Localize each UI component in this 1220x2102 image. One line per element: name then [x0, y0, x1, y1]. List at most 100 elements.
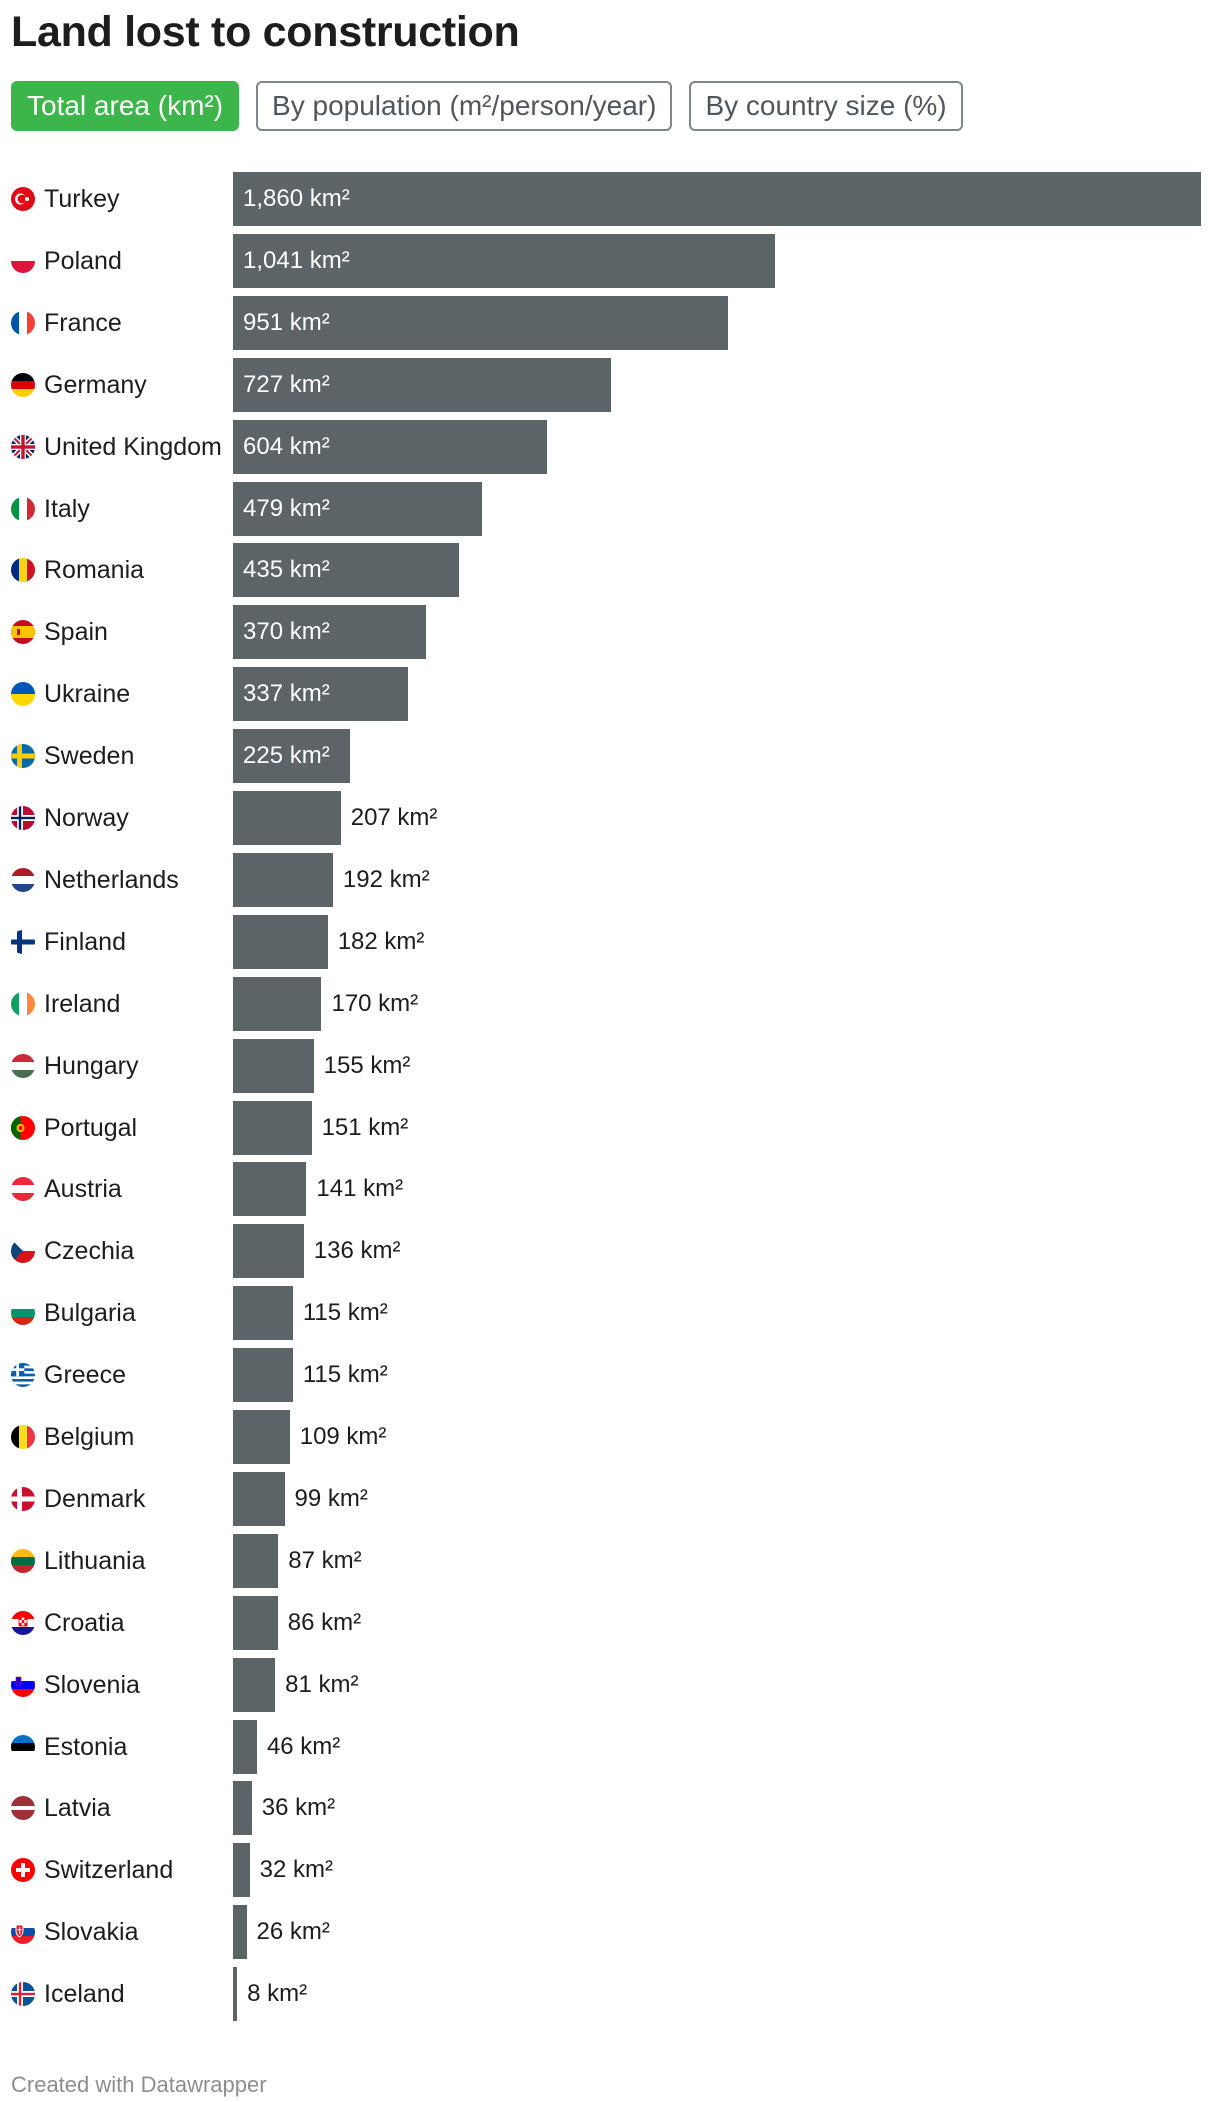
bar-row: Finland 182 km²: [0, 914, 1220, 969]
category-label: Greece: [44, 1361, 126, 1390]
united-kingdom-flag-icon: [11, 434, 35, 459]
value-label: 36 km²: [261, 1794, 336, 1822]
value-label: 99 km²: [294, 1484, 368, 1512]
bar: [233, 729, 351, 784]
switzerland-flag-icon: [11, 1858, 35, 1883]
bar: [233, 852, 333, 907]
turkey-flag-icon: [11, 187, 35, 211]
category-label: Croatia: [44, 1608, 125, 1637]
hungary-flag-icon: [11, 1053, 35, 1078]
bar-row: Spain 370 km²: [0, 605, 1220, 660]
category-label: Slovenia: [44, 1670, 140, 1699]
category-label: Italy: [44, 494, 90, 523]
value-label: 8 km²: [247, 1980, 308, 2008]
value-label: 337 km²: [243, 680, 330, 708]
bar: [233, 543, 460, 598]
bar-row: Sweden 225 km²: [0, 729, 1220, 784]
category-label: Romania: [44, 556, 145, 585]
bar-row: Norway 207 km²: [0, 791, 1220, 845]
value-label: 170 km²: [331, 989, 419, 1017]
chart-title: Land lost to construction: [11, 8, 520, 56]
value-label: 604 km²: [243, 432, 330, 460]
bar: [233, 605, 426, 660]
category-label: Poland: [44, 246, 122, 275]
category-label: Bulgaria: [44, 1299, 136, 1328]
norway-flag-icon: [11, 806, 35, 830]
value-label: 81 km²: [285, 1670, 359, 1698]
value-label: 435 km²: [243, 556, 330, 584]
value-label: 951 km²: [243, 308, 330, 336]
bar: [233, 1533, 279, 1588]
bar: [233, 357, 612, 412]
germany-flag-icon: [11, 372, 35, 397]
category-label: Austria: [44, 1175, 122, 1204]
bar: [233, 1843, 250, 1898]
estonia-flag-icon: [11, 1734, 35, 1759]
bar-row: United Kingdom 604 km²: [0, 419, 1220, 474]
category-label: United Kingdom: [44, 432, 222, 461]
ireland-flag-icon: [11, 991, 35, 1016]
bar: [233, 1905, 247, 1960]
bar-row: Ukraine 337 km²: [0, 667, 1220, 722]
value-label: 1,860 km²: [243, 185, 350, 212]
bar-row: Italy 479 km²: [0, 481, 1220, 536]
category-label: Lithuania: [44, 1546, 146, 1575]
bar: [233, 667, 409, 722]
bar: [233, 1162, 307, 1217]
category-label: Slovakia: [44, 1918, 139, 1947]
bar: [233, 1781, 252, 1836]
tab-by-population[interactable]: By population (m²/person/year): [256, 81, 673, 131]
bar-row: Slovakia 26 km²: [0, 1905, 1220, 1960]
value-label: 141 km²: [316, 1175, 404, 1203]
value-label: 155 km²: [323, 1051, 411, 1079]
ukraine-flag-icon: [11, 682, 35, 707]
category-label: France: [44, 308, 122, 337]
bar-row: Latvia 36 km²: [0, 1781, 1220, 1836]
category-label: Estonia: [44, 1732, 128, 1761]
greece-flag-icon: [11, 1363, 35, 1388]
bar: [233, 1595, 278, 1650]
value-label: 151 km²: [321, 1113, 409, 1141]
netherlands-flag-icon: [11, 867, 35, 892]
latvia-flag-icon: [11, 1796, 35, 1821]
value-label: 26 km²: [256, 1918, 330, 1946]
portugal-flag-icon: [11, 1115, 35, 1140]
value-label: 727 km²: [243, 370, 330, 398]
bar-row: Romania 435 km²: [0, 543, 1220, 598]
italy-flag-icon: [11, 496, 35, 521]
category-label: Switzerland: [44, 1856, 174, 1885]
bar: [233, 976, 322, 1031]
category-label: Spain: [44, 618, 108, 647]
category-label: Belgium: [44, 1423, 135, 1451]
bar-row: Croatia 86 km²: [0, 1595, 1220, 1650]
category-label: Norway: [44, 804, 129, 832]
tab-by-country-size[interactable]: By country size (%): [689, 81, 963, 131]
category-label: Turkey: [44, 185, 120, 213]
bar: [233, 295, 728, 350]
belgium-flag-icon: [11, 1425, 35, 1449]
bar: [233, 1657, 276, 1712]
value-label: 479 km²: [243, 494, 330, 522]
category-label: Portugal: [44, 1113, 138, 1142]
category-label: Latvia: [44, 1794, 111, 1823]
bar-row: Ireland 170 km²: [0, 976, 1220, 1031]
category-label: Czechia: [44, 1237, 135, 1266]
finland-flag-icon: [11, 929, 35, 954]
bulgaria-flag-icon: [11, 1301, 35, 1326]
bar: [233, 914, 328, 969]
bar-row: Austria 141 km²: [0, 1162, 1220, 1217]
austria-flag-icon: [11, 1177, 35, 1202]
poland-flag-icon: [11, 248, 35, 273]
bar: [233, 1286, 293, 1341]
category-label: Ireland: [44, 989, 121, 1018]
bar-row: Estonia 46 km²: [0, 1719, 1220, 1774]
tab-total-area[interactable]: Total area (km²): [11, 81, 240, 131]
bar: [233, 1410, 290, 1464]
bar: [233, 1038, 314, 1093]
bar-chart: Turkey 1,860 km² Poland 1,041 km² France 951 …: [0, 172, 1220, 2042]
value-label: 182 km²: [337, 927, 425, 955]
category-label: Finland: [44, 927, 126, 956]
bar-row: Germany 727 km²: [0, 357, 1220, 412]
category-label: Netherlands: [44, 865, 179, 894]
bar-row: Portugal 151 km²: [0, 1100, 1220, 1155]
